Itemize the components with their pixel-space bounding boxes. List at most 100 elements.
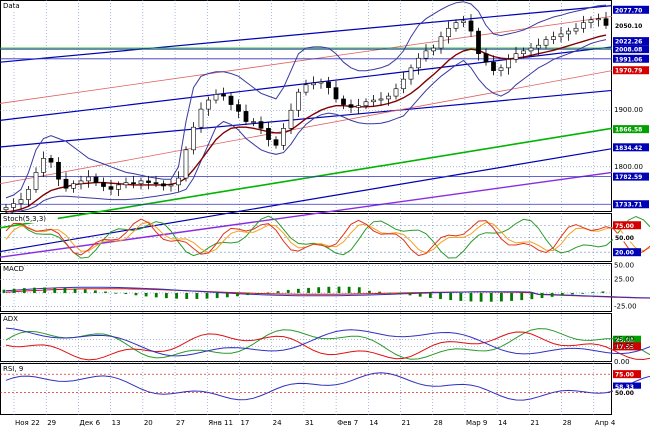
rsi-tag-label: 58.33 [615,384,634,391]
stoch-slow-line [5,215,650,259]
x-tick-label: Янв 11 [208,419,233,427]
candle-body [573,27,579,32]
candle-body [236,104,241,112]
stoch-tag-box [613,221,641,230]
x-tick-label: 28 [434,419,443,427]
macd-histogram-bar [418,292,422,297]
macd-histogram-bar [601,291,605,293]
panel-label-price: Data [3,2,20,10]
x-tick-label: 24 [273,419,282,427]
x-tick-label: 14 [498,419,507,427]
panel-frame-price [0,0,612,212]
candle-body [393,88,399,97]
candle-body [386,95,391,100]
macd-histogram-bar [276,291,280,293]
trend-purple-line [0,171,613,258]
macd-histogram-bar [510,292,513,301]
x-tick-label: 21 [402,419,411,427]
macd-histogram-bar [256,292,260,294]
adx-plus-di-line [5,328,650,360]
candle-body [123,182,129,186]
macd-histogram-bar [83,289,87,293]
candle-body [408,67,414,80]
candle-body [543,39,549,46]
candle-body [348,104,354,108]
candle-body [303,84,309,93]
panel-label-bg [1,314,19,323]
candle-body [513,53,519,60]
price-tag-label: 1782.59 [615,174,642,181]
stoch-k-line [5,218,650,257]
candle-body [221,94,226,97]
candle-body [228,95,234,105]
candle-body [468,20,474,32]
candle-body [243,111,249,122]
price-tag-label: 1834.42 [615,145,642,152]
candle-body [183,149,189,179]
price-tag-box [613,66,649,75]
candle-body [63,178,69,189]
candle-body [138,180,144,185]
macd-histogram-bar [378,291,381,293]
price-tag-box [613,125,649,134]
candle-body [551,36,556,40]
candle-body [491,61,496,71]
panel-label-bg [1,364,32,373]
candle-body [266,128,271,140]
channel-lower-line [0,148,613,253]
candle-body [41,157,46,173]
candle-body [326,81,331,88]
adx-tag-box [613,342,641,351]
x-tick-label: 14 [369,419,378,427]
panel-frame-macd [0,263,612,312]
price-tag-label: 2022.26 [615,39,642,46]
macd-histogram-bar [225,292,229,298]
macd-histogram-bar [500,292,503,302]
candle-body [288,109,294,129]
candle-body [423,50,429,59]
candle-body [131,182,136,185]
macd-histogram-bar [368,290,371,293]
macd-histogram-bar [246,292,250,296]
price-tag-box [613,37,649,46]
candle-body [363,101,369,107]
panel-label-macd: MACD [3,265,24,273]
price-tag-label: 1733.71 [615,202,642,209]
price-tag-box [613,21,649,30]
macd-histogram-bar [205,292,209,299]
x-tick-label: 29 [47,419,56,427]
candle-body [258,121,264,129]
macd-histogram-bar [2,289,6,293]
candle-body [371,99,376,103]
candle-body [86,176,91,182]
x-tick-label: Мар 9 [466,419,487,427]
macd-histogram-bar [33,287,36,293]
price-tag-box [613,54,649,63]
candle-body [198,108,204,128]
macd-histogram-bar [550,292,554,297]
macd-histogram-bar [560,292,564,296]
macd-histogram-bar [195,292,199,299]
trend-green-line [0,127,613,229]
stoch-d-line [5,221,650,254]
macd-histogram-bar [296,288,300,293]
bollinger-upper-line [5,1,607,199]
macd-histogram-bar [479,292,483,302]
regression-lower-line [0,70,613,185]
rsi-tag-box [613,382,641,391]
macd-histogram-bar [63,287,67,293]
macd-histogram-bar [581,292,585,294]
macd-histogram-bar [236,292,239,297]
candle-body [168,184,174,187]
candle-body [101,182,106,187]
panel-label-adx: ADX [3,315,18,323]
macd-histogram-bar [165,292,168,299]
adx-tick-label: 25.00 [614,336,634,344]
macd-histogram-bar [93,290,97,293]
candle-body [581,22,586,29]
macd-histogram-bar [439,292,442,300]
rsi-tag-label: 75.00 [615,372,634,379]
panel-label-bg [1,1,23,10]
macd-tick-label: 25.00 [614,275,634,283]
